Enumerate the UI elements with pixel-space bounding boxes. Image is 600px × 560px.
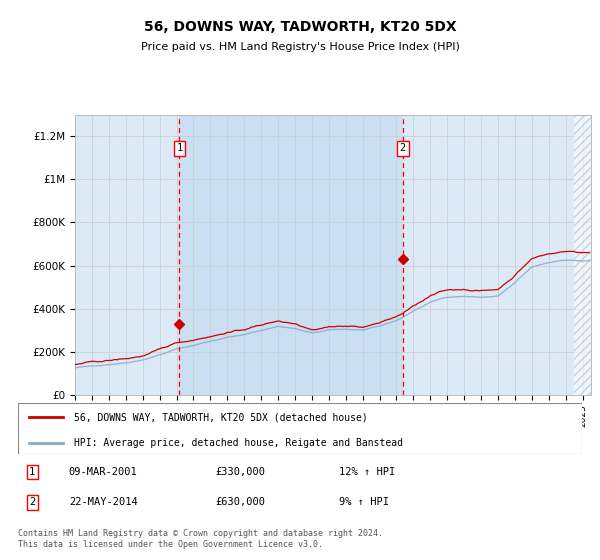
Text: £330,000: £330,000 [215, 467, 265, 477]
Text: 9% ↑ HPI: 9% ↑ HPI [340, 497, 389, 507]
Text: 12% ↑ HPI: 12% ↑ HPI [340, 467, 396, 477]
FancyBboxPatch shape [18, 403, 582, 454]
Text: Contains HM Land Registry data © Crown copyright and database right 2024.
This d: Contains HM Land Registry data © Crown c… [18, 529, 383, 549]
Bar [574, 115, 591, 395]
Text: 1: 1 [29, 467, 35, 477]
Text: 2: 2 [29, 497, 35, 507]
Text: 1: 1 [176, 143, 182, 153]
Bar [179, 115, 403, 395]
Text: £630,000: £630,000 [215, 497, 265, 507]
Text: HPI: Average price, detached house, Reigate and Banstead: HPI: Average price, detached house, Reig… [74, 437, 403, 447]
Text: 56, DOWNS WAY, TADWORTH, KT20 5DX (detached house): 56, DOWNS WAY, TADWORTH, KT20 5DX (detac… [74, 412, 368, 422]
Text: Price paid vs. HM Land Registry's House Price Index (HPI): Price paid vs. HM Land Registry's House … [140, 42, 460, 52]
Text: 22-MAY-2014: 22-MAY-2014 [69, 497, 137, 507]
Text: 56, DOWNS WAY, TADWORTH, KT20 5DX: 56, DOWNS WAY, TADWORTH, KT20 5DX [143, 20, 457, 34]
Text: 09-MAR-2001: 09-MAR-2001 [69, 467, 137, 477]
Text: 2: 2 [400, 143, 406, 153]
